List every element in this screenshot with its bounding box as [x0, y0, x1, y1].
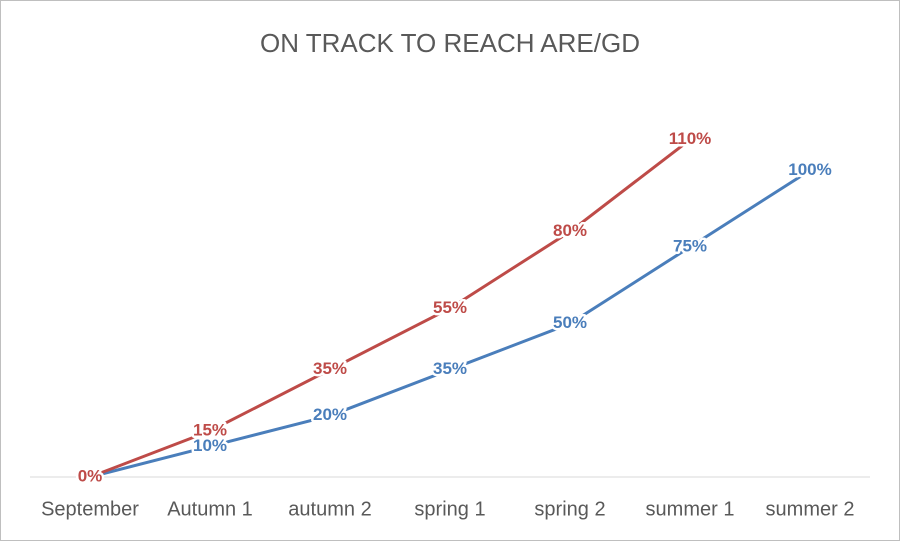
chart-title: ON TRACK TO REACH ARE/GD — [260, 28, 640, 58]
data-label: 15% — [193, 420, 227, 439]
data-label: 20% — [313, 405, 347, 424]
x-tick-label: summer 2 — [766, 498, 855, 520]
x-tick-label: September — [41, 498, 139, 520]
data-label: 0% — [78, 466, 103, 485]
data-label: 100% — [788, 160, 831, 179]
data-label: 75% — [673, 236, 707, 255]
x-tick-label: Autumn 1 — [167, 498, 253, 520]
data-label: 80% — [553, 221, 587, 240]
x-tick-label: autumn 2 — [288, 498, 371, 520]
series-line — [89, 169, 811, 479]
series-line — [89, 138, 691, 479]
data-label: 50% — [553, 313, 587, 332]
data-label: 110% — [669, 129, 712, 148]
x-tick-label: spring 2 — [534, 498, 605, 520]
data-label: 35% — [433, 359, 467, 378]
x-tick-label: summer 1 — [646, 498, 735, 520]
x-tick-label: spring 1 — [414, 498, 485, 520]
data-label: 55% — [433, 298, 467, 317]
data-label: 35% — [313, 359, 347, 378]
data-label: 10% — [193, 436, 227, 455]
